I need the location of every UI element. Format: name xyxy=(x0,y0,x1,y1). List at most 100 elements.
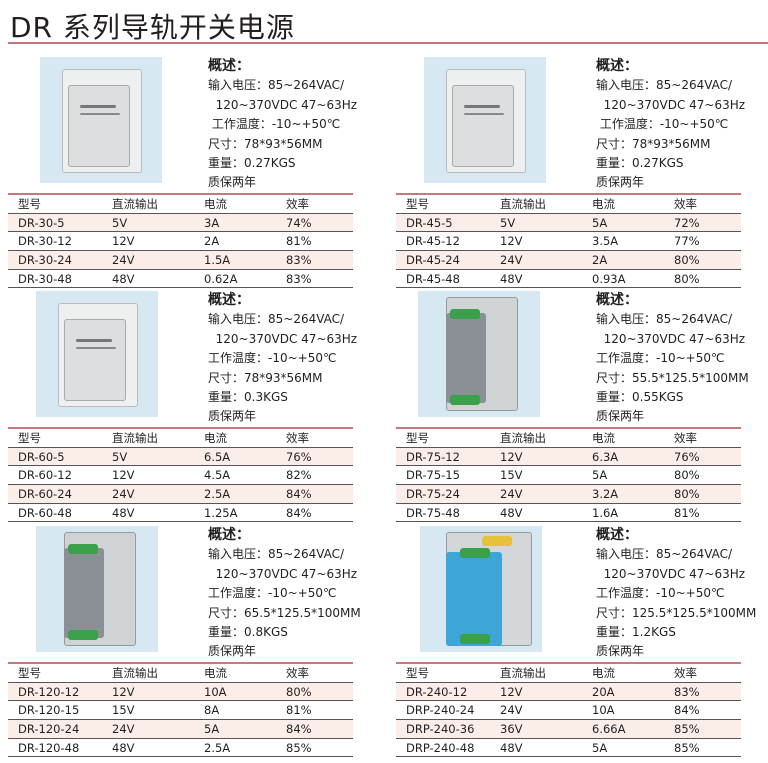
table-cell: DR-120-48 xyxy=(18,740,80,755)
table-row: DR-45-24 24V 2A 80% xyxy=(396,251,741,270)
product-block: 概述： 输入电压：85~264VAC/ 120~370VDC 47~63Hz 工作温… xyxy=(396,291,749,526)
table-cell: 80% xyxy=(674,271,700,286)
column-header: 直流输出 xyxy=(500,665,546,680)
table-cell: DR-45-5 xyxy=(406,215,453,230)
table-cell: 85% xyxy=(286,740,312,755)
column-header: 直流输出 xyxy=(500,430,546,445)
spec-line: 工作温度：-10~+50℃ xyxy=(596,351,725,366)
spec-line: 尺寸：78*93*56MM xyxy=(596,136,711,151)
table-cell: 5A xyxy=(592,740,608,755)
table-cell: 4.5A xyxy=(204,468,231,483)
spec-line: 尺寸：55.5*125.5*100MM xyxy=(596,370,749,385)
spec-line: 输入电压：85~264VAC/ xyxy=(208,547,345,562)
column-header: 型号 xyxy=(18,430,41,445)
table-top-rule xyxy=(396,662,741,664)
description-heading: 概述： xyxy=(208,58,250,74)
table-cell: DR-60-24 xyxy=(18,486,72,501)
table-cell: DR-75-48 xyxy=(406,505,460,520)
table-cell: 48V xyxy=(112,740,135,755)
column-header: 型号 xyxy=(406,665,429,680)
table-cell: DR-30-12 xyxy=(18,234,72,249)
table-cell: 3.2A xyxy=(592,486,619,501)
table-cell: 36V xyxy=(500,721,523,736)
table-cell: 24V xyxy=(112,486,135,501)
spec-line: 重量：1.2KGS xyxy=(596,625,676,640)
table-row: DR-75-12 12V 6.3A 76% xyxy=(396,447,741,467)
table-cell: DR-60-48 xyxy=(18,505,72,520)
table-cell: DR-75-24 xyxy=(406,486,460,501)
table-cell: 80% xyxy=(674,252,700,267)
table-cell: 6.66A xyxy=(592,721,626,736)
table-top-rule xyxy=(396,193,741,195)
table-top-rule xyxy=(8,427,353,429)
table-cell: 85% xyxy=(674,721,700,736)
table-cell: 81% xyxy=(674,505,700,520)
table-cell: DR-60-12 xyxy=(18,468,72,483)
table-row: DR-75-24 24V 3.2A 80% xyxy=(396,485,741,504)
table-cell: 0.93A xyxy=(592,271,626,286)
product-description: 概述： 输入电压：85~264VAC/ 120~370VDC 47~63Hz 工作… xyxy=(596,57,745,193)
spec-line: 输入电压：85~264VAC/ xyxy=(596,547,733,562)
spec-table: 型号 直流输出 电流 效率 DR-30-5 5V 3A 74% DR-30-12 12V 2A 81%… xyxy=(8,193,353,289)
table-cell: DR-60-5 xyxy=(18,449,65,464)
table-row: DR-60-24 24V 2.5A 84% xyxy=(8,485,353,504)
spec-line: 重量：0.8KGS xyxy=(208,625,288,640)
spec-line: 输入电压：85~264VAC/ xyxy=(208,78,345,93)
table-cell: 24V xyxy=(500,703,523,718)
table-cell: 12V xyxy=(112,684,135,699)
column-header: 电流 xyxy=(592,430,615,445)
column-header: 电流 xyxy=(592,196,615,211)
table-cell: 1.25A xyxy=(204,505,238,520)
table-header: 型号 直流输出 电流 效率 xyxy=(8,664,353,683)
table-cell: 5V xyxy=(500,215,516,230)
spec-line: 120~370VDC 47~63Hz xyxy=(208,566,358,581)
column-header: 电流 xyxy=(592,665,615,680)
table-cell: 48V xyxy=(112,271,135,286)
spec-line: 质保两年 xyxy=(208,409,257,424)
table-row: DR-75-15 15V 5A 80% xyxy=(396,466,741,486)
table-cell: DR-75-12 xyxy=(406,449,460,464)
description-heading: 概述： xyxy=(596,292,638,308)
table-cell: 81% xyxy=(286,234,312,249)
table-row: DRP-240-36 36V 6.66A 85% xyxy=(396,720,741,739)
spec-line: 工作温度：-10~+50℃ xyxy=(208,117,341,132)
column-header: 电流 xyxy=(204,665,227,680)
spec-line: 120~370VDC 47~63Hz xyxy=(208,331,358,346)
title-divider xyxy=(8,42,768,44)
table-row: DR-60-48 48V 1.25A 84% xyxy=(8,504,353,523)
table-cell: 3A xyxy=(204,215,220,230)
table-cell: 85% xyxy=(674,740,700,755)
table-top-rule xyxy=(396,427,741,429)
spec-line: 重量：0.3KGS xyxy=(208,390,288,405)
table-header: 型号 直流输出 电流 效率 xyxy=(396,195,741,214)
product-block: 概述： 输入电压：85~264VAC/ 120~370VDC 47~63Hz 工作… xyxy=(8,57,357,292)
spec-line: 120~370VDC 47~63Hz xyxy=(596,331,746,346)
product-description: 概述： 输入电压：85~264VAC/ 120~370VDC 47~63Hz 工作温… xyxy=(596,291,749,427)
table-row: DR-60-5 5V 6.5A 76% xyxy=(8,447,353,467)
table-cell: DR-120-24 xyxy=(18,721,80,736)
table-row: DR-45-48 48V 0.93A 80% xyxy=(396,270,741,289)
product-block: 概述： 输入电压：85~264VAC/ 120~370VDC 47~63Hz 工作温… xyxy=(8,526,361,761)
table-cell: DRP-240-36 xyxy=(406,721,475,736)
table-cell: 15V xyxy=(500,468,523,483)
spec-table: 型号 直流输出 电流 效率 DR-60-5 5V 6.5A 76% DR-60-12 12V 4.5… xyxy=(8,427,353,523)
table-row: DR-30-12 12V 2A 81% xyxy=(8,232,353,252)
spec-line: 质保两年 xyxy=(208,175,257,190)
table-row: DR-60-12 12V 4.5A 82% xyxy=(8,466,353,486)
table-cell: 76% xyxy=(674,449,700,464)
column-header: 型号 xyxy=(18,196,41,211)
table-top-rule xyxy=(8,193,353,195)
table-row: DRP-240-48 48V 5A 85% xyxy=(396,739,741,758)
table-cell: DR-120-12 xyxy=(18,684,80,699)
table-cell: 2A xyxy=(592,252,608,267)
table-cell: 74% xyxy=(286,215,312,230)
spec-line: 输入电压：85~264VAC/ xyxy=(596,312,733,327)
table-cell: 1.6A xyxy=(592,505,619,520)
table-cell: 12V xyxy=(112,468,135,483)
spec-line: 工作温度：-10~+50℃ xyxy=(596,117,729,132)
table-cell: DRP-240-48 xyxy=(406,740,475,755)
column-header: 直流输出 xyxy=(500,196,546,211)
product-image xyxy=(40,57,162,183)
table-header: 型号 直流输出 电流 效率 xyxy=(396,664,741,683)
table-cell: 8A xyxy=(204,703,220,718)
